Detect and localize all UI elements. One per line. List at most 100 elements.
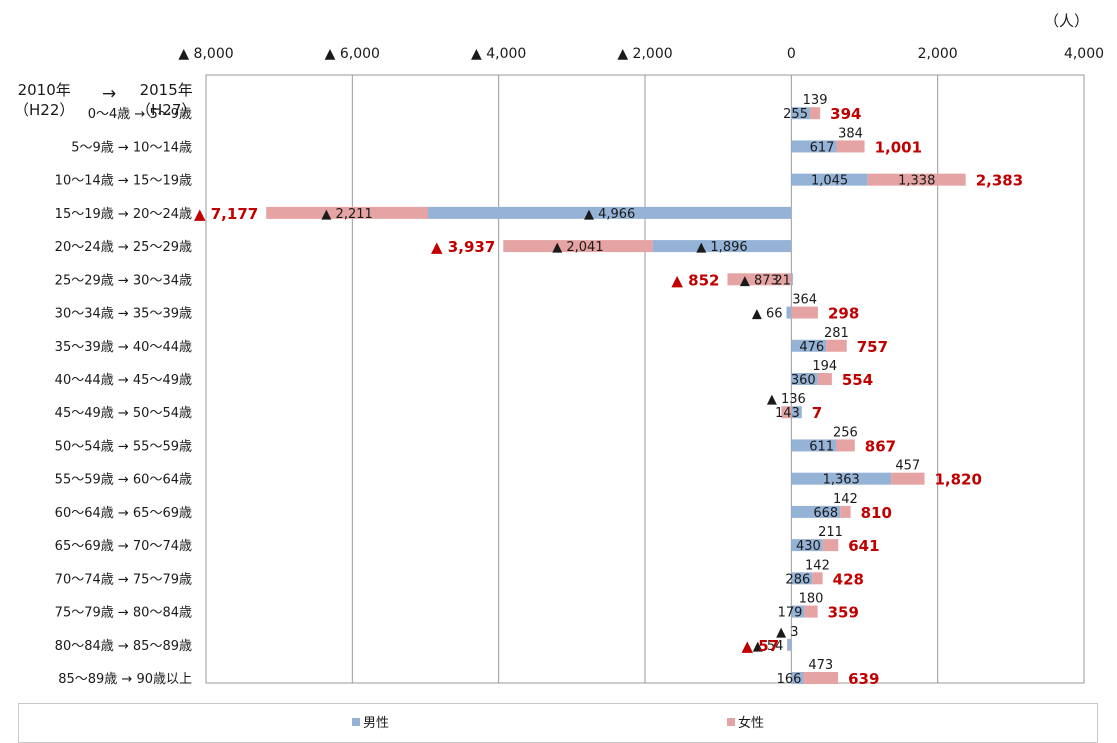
data-label-male: ▲ 1,896	[696, 240, 747, 255]
period-arrow: →	[102, 84, 117, 104]
x-tick-label: ▲ 6,000	[325, 46, 380, 62]
data-label-male: ▲ 4,966	[584, 207, 635, 222]
data-label-female: 457	[895, 459, 920, 474]
data-label-total: 554	[842, 371, 873, 389]
data-label-total: 1,820	[934, 471, 981, 489]
category-label: 45～49歳 → 50～54歳	[55, 406, 192, 421]
data-label-female: 256	[833, 425, 858, 440]
data-label-male: 166	[777, 672, 802, 687]
data-label-male: 143	[775, 406, 800, 421]
category-label: 30～34歳 → 35～39歳	[55, 307, 192, 322]
category-label: 65～69歳 → 70～74歳	[55, 539, 192, 554]
legend-item-male: 男性	[352, 712, 389, 731]
bar-female	[822, 539, 839, 552]
bar-male	[791, 406, 802, 419]
data-label-female: 139	[803, 93, 828, 108]
bar-male	[791, 605, 805, 618]
data-label-total: 1,001	[875, 138, 922, 156]
bar-female	[812, 572, 823, 585]
category-label: 35～39歳 → 40～44歳	[55, 340, 192, 355]
x-tick-label: 0	[787, 46, 796, 62]
bar-female	[791, 306, 818, 319]
data-label-total: 2,383	[976, 172, 1023, 190]
data-label-female: 180	[799, 592, 824, 607]
data-label-female: 142	[805, 558, 830, 573]
data-label-female: 473	[808, 658, 833, 673]
legend-item-female: 女性	[727, 712, 764, 731]
data-label-total: 298	[828, 305, 859, 323]
bar-female	[503, 240, 653, 253]
bar-female	[727, 273, 792, 286]
bar-female	[809, 107, 821, 120]
period-to: 2015年 （H27）	[136, 80, 196, 120]
bar-male	[427, 206, 792, 219]
category-label: 25～29歳 → 30～34歳	[55, 273, 192, 288]
category-label: 85～89歳 → 90歳以上	[58, 672, 192, 687]
legend-label-male: 男性	[363, 716, 390, 731]
data-label-female: 384	[838, 126, 863, 141]
data-label-female: 364	[792, 293, 817, 308]
data-label-female: ▲ 2,041	[552, 240, 603, 255]
data-label-female: 211	[818, 525, 843, 540]
data-label-total: 867	[865, 437, 896, 455]
data-label-total: 757	[857, 338, 888, 356]
data-label-male: 611	[809, 439, 834, 454]
x-tick-label: ▲ 2,000	[617, 46, 672, 62]
data-label-total: ▲ 57	[742, 637, 780, 655]
bar-female	[826, 339, 847, 352]
bar-male	[791, 140, 837, 153]
period-from: 2010年 （H22）	[14, 80, 74, 120]
data-label-male: 21	[774, 273, 791, 288]
data-label-female: 194	[812, 359, 837, 374]
category-label: 20～24歳 → 25～29歳	[55, 240, 192, 255]
data-label-female: ▲ 873	[740, 273, 779, 288]
data-label-male: 1,363	[823, 473, 860, 488]
bar-male	[791, 373, 818, 385]
legend-swatch-male	[352, 717, 360, 726]
data-label-total: ▲ 3,937	[431, 238, 495, 256]
bar-male	[791, 472, 892, 485]
bar-male	[791, 672, 804, 685]
bar-male	[786, 306, 792, 319]
category-label: 50～54歳 → 55～59歳	[55, 439, 192, 454]
data-label-female: 142	[833, 492, 858, 507]
data-label-male: 668	[813, 506, 838, 521]
category-label: 70～74歳 → 75～79歳	[55, 572, 192, 587]
to-era: （H27）	[136, 101, 197, 119]
bar-female	[891, 472, 925, 485]
data-label-total: 428	[833, 570, 864, 588]
bar-male	[652, 240, 792, 253]
bar-male	[791, 107, 810, 120]
legend-swatch-female	[727, 717, 735, 726]
bar-male	[791, 539, 823, 552]
bar-female	[803, 672, 839, 685]
data-label-total: ▲ 7,177	[194, 205, 258, 223]
data-label-male: 179	[778, 606, 803, 621]
from-year: 2010年	[17, 81, 71, 99]
data-label-male: 430	[796, 539, 821, 554]
data-label-male: 255	[783, 107, 808, 122]
data-label-male: 476	[799, 340, 824, 355]
bar-male	[791, 439, 837, 452]
x-tick-label: ▲ 8,000	[178, 46, 233, 62]
data-label-total: 394	[830, 105, 861, 123]
category-label: 10～14歳 → 15～19歳	[55, 174, 192, 189]
data-label-male: 286	[785, 572, 810, 587]
category-label: 15～19歳 → 20～24歳	[55, 207, 192, 222]
data-label-female: ▲ 136	[767, 392, 806, 407]
bar-male	[791, 572, 813, 585]
data-label-male: ▲ 54	[753, 639, 784, 654]
data-label-female: ▲ 3	[776, 625, 798, 640]
bar-female	[867, 173, 966, 186]
data-label-male: 360	[791, 373, 816, 388]
data-label-total: 641	[848, 537, 879, 555]
bar-female	[836, 439, 855, 452]
unit-label: （人）	[1043, 12, 1089, 30]
bar-male	[791, 273, 793, 286]
data-label-female: ▲ 2,211	[321, 207, 372, 222]
x-tick-label: 4,000	[1064, 46, 1104, 62]
x-tick-label: ▲ 4,000	[471, 46, 526, 62]
data-label-male: ▲ 66	[752, 307, 783, 322]
data-label-male: 1,045	[811, 174, 848, 189]
legend: 男性 女性	[18, 703, 1098, 743]
